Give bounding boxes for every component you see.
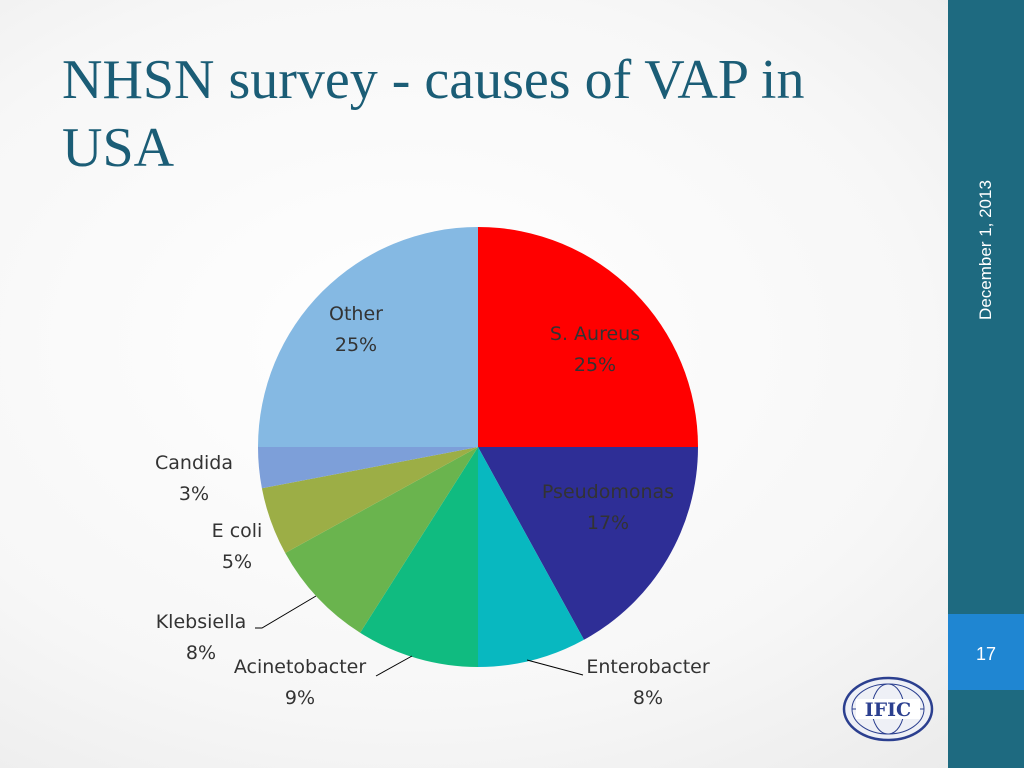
label-pct-acinetobacter: 9% [285, 687, 315, 709]
label-pct-other: 25% [335, 334, 377, 356]
label-other: Other [329, 303, 383, 325]
slide-date: December 1, 2013 [976, 180, 995, 320]
label-klebsiella: Klebsiella [156, 611, 247, 633]
label-pct-candida: 3% [179, 483, 209, 505]
label-candida: Candida [155, 452, 233, 474]
label-pct-e-coli: 5% [222, 551, 252, 573]
pie-labels: S. Aureus 25% Pseudomonas 17% Enterobacter 8%… [155, 303, 710, 709]
label-acinetobacter: Acinetobacter [234, 656, 366, 678]
pie-chart: S. Aureus 25% Pseudomonas 17% Enterobacter 8%… [155, 227, 710, 709]
page-number-box: 17 [948, 614, 1024, 690]
pie-slice-enterobacter [478, 447, 584, 667]
leader-line-enterobacter [526, 659, 584, 676]
leader-lines [255, 595, 584, 677]
slide-title: NHSN survey - causes of VAP in USA [62, 49, 805, 179]
ific-logo: IFIC [842, 676, 934, 742]
pie-slice-candida [258, 447, 478, 489]
pie-slices [258, 227, 698, 667]
pie-slice-acinetobacter [360, 447, 478, 667]
label-pseudomonas: Pseudomonas [542, 481, 674, 503]
pie-slice-e-coli [261, 447, 478, 553]
pie-slice-klebsiella [285, 447, 478, 633]
label-pct-pseudomonas: 17% [587, 512, 629, 534]
label-pct-enterobacter: 8% [633, 687, 663, 709]
page-number: 17 [975, 644, 997, 664]
label-pct-klebsiella: 8% [186, 642, 216, 664]
label-e-coli: E coli [212, 520, 263, 542]
pie-slice-pseudomonas [478, 447, 698, 640]
leader-line-acinetobacter [375, 655, 413, 677]
label-enterobacter: Enterobacter [586, 656, 709, 678]
pie-slice-other [258, 227, 478, 447]
label-pct-s-aureus: 25% [574, 354, 616, 376]
label-s-aureus: S. Aureus [550, 323, 640, 345]
pie-slice-s-aureus [478, 227, 698, 447]
leader-line-klebsiella [255, 595, 317, 629]
logo-text: IFIC [865, 699, 911, 721]
